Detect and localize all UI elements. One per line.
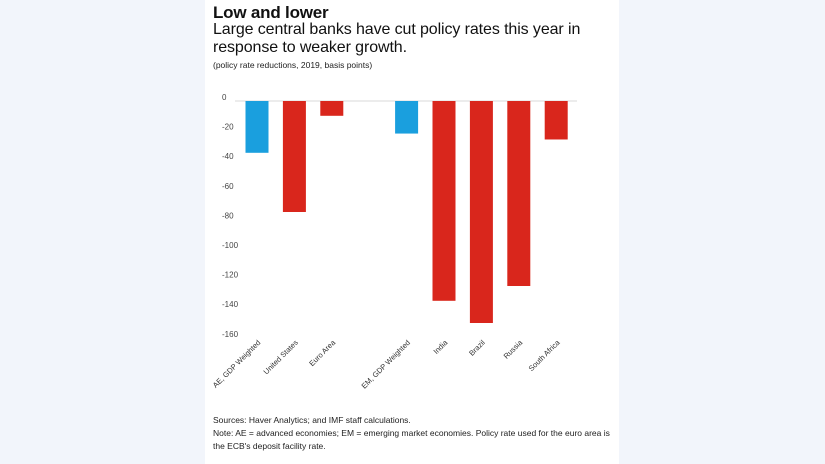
x-category-label: India xyxy=(432,337,450,355)
y-tick-label: 0 xyxy=(222,93,227,102)
y-axis: 0 -20 -40 -60 -80 -100 -120 -140 -160 xyxy=(222,93,239,339)
x-category-label: AE, GDP Weighted xyxy=(211,338,263,390)
y-tick-label: -100 xyxy=(222,241,239,250)
chart-title: Low and lower xyxy=(213,3,329,22)
bars xyxy=(245,101,568,323)
bar xyxy=(395,101,419,134)
bar xyxy=(282,101,306,212)
bar xyxy=(245,101,269,153)
y-tick-label: -60 xyxy=(222,182,234,191)
bar xyxy=(469,101,493,323)
y-tick-label: -80 xyxy=(222,211,234,220)
sources-text: Sources: Haver Analytics; and IMF staff … xyxy=(213,415,411,425)
x-category-label: Brazil xyxy=(467,338,487,358)
chart-card: Low and lower Large central banks have c… xyxy=(205,0,619,464)
chart-subtitle: Large central banks have cut policy rate… xyxy=(213,21,581,56)
y-tick-label: -20 xyxy=(222,123,234,132)
y-tick-label: -160 xyxy=(222,330,239,339)
bar-chart: 0 -20 -40 -60 -80 -100 -120 -140 -160 AE, GDP We… xyxy=(211,93,577,390)
x-axis: AE, GDP Weighted United States Euro Area EM… xyxy=(211,337,562,390)
y-tick-label: -40 xyxy=(222,152,234,161)
note-text: Note: AE = advanced economies; EM = emer… xyxy=(213,428,610,451)
bar xyxy=(544,101,568,140)
x-category-label: EM, GDP Weighted xyxy=(360,338,412,390)
x-category-label: South Africa xyxy=(527,337,563,373)
unit-note: (policy rate reductions, 2019, basis poi… xyxy=(213,60,373,70)
chart-footer: Sources: Haver Analytics; and IMF staff … xyxy=(213,414,613,453)
x-category-label: Euro Area xyxy=(307,337,338,368)
x-category-label: United States xyxy=(262,338,300,376)
bar xyxy=(320,101,344,116)
bar xyxy=(507,101,531,286)
bar xyxy=(432,101,456,301)
y-tick-label: -140 xyxy=(222,300,239,309)
x-category-label: Russia xyxy=(502,337,525,360)
y-tick-label: -120 xyxy=(222,271,239,280)
